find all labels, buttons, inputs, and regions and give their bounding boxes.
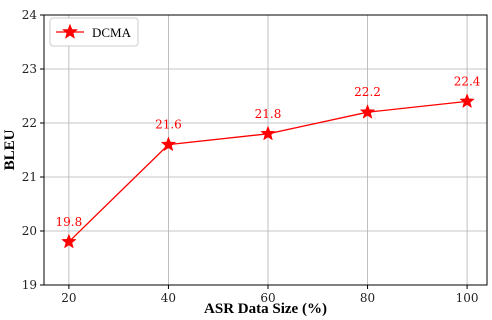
y-axis-title: BLEU [2, 129, 18, 170]
legend-label-dcma: DCMA [92, 25, 132, 40]
axis-ticks: 20 40 60 80 100 19 20 21 22 23 24 [22, 8, 479, 305]
data-point-80 [359, 104, 376, 119]
grid-lines [44, 14, 487, 286]
x-tick-label-40: 40 [161, 291, 176, 305]
legend-box [49, 17, 139, 47]
y-tick-label-24: 24 [22, 8, 38, 22]
y-tick-label-23: 23 [22, 62, 37, 76]
data-label-100: 22.4 [454, 74, 481, 88]
x-tick-label-60: 60 [260, 291, 275, 305]
x-axis-title: ASR Data Size (%) [204, 301, 327, 317]
data-label-60: 21.8 [255, 107, 282, 121]
data-point-20 [61, 233, 77, 249]
plot-frame [43, 14, 488, 286]
data-labels: 19.8 21.6 21.8 22.2 22.4 [56, 74, 481, 228]
y-tick-label-19: 19 [22, 278, 37, 292]
data-point-40 [160, 136, 177, 152]
x-tick-label-100: 100 [456, 291, 479, 305]
data-label-80: 22.2 [354, 85, 381, 99]
data-point-100 [459, 93, 475, 109]
legend: DCMA [49, 17, 139, 47]
y-tick-label-22: 22 [22, 116, 37, 130]
y-tick-label-21: 21 [22, 170, 37, 184]
data-point-60 [260, 125, 276, 141]
data-label-20: 19.8 [56, 215, 83, 229]
series-dcma [61, 93, 475, 249]
legend-star-marker [62, 23, 78, 39]
x-tick-label-20: 20 [61, 291, 76, 305]
y-tick-label-20: 20 [22, 224, 37, 238]
x-tick-label-80: 80 [360, 291, 375, 305]
data-label-40: 21.6 [155, 118, 182, 132]
